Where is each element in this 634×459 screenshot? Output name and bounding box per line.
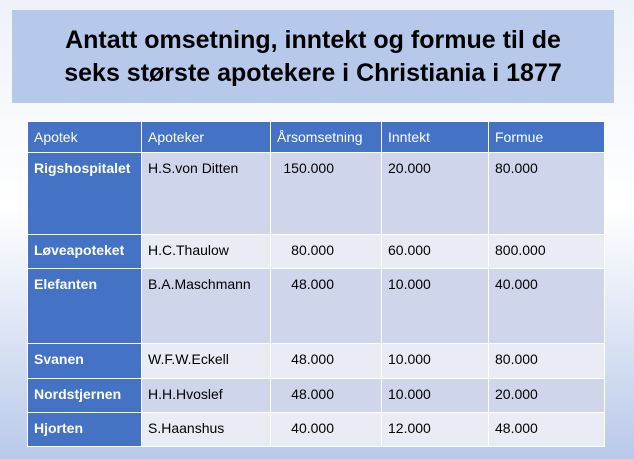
table-cell: 800.000	[488, 234, 605, 269]
table-cell: S.Haanshus	[141, 412, 271, 447]
table-cell: 48.000	[488, 412, 605, 447]
table-row: Elefanten B.A.Maschmann 48.000 10.000 40.000	[27, 268, 605, 344]
table-row: Hjorten S.Haanshus 40.000 12.000 48.000	[27, 412, 605, 447]
table-cell: 10.000	[381, 378, 489, 413]
table-cell: 10.000	[381, 268, 489, 344]
table-cell: 20.000	[381, 152, 489, 235]
header-cell: Årsomsetning	[270, 121, 382, 153]
table-cell: 80.000	[488, 343, 605, 379]
table-cell: H.H.Hvoslef	[141, 378, 271, 413]
row-header-cell: Løveapoteket	[27, 234, 142, 269]
table-cell: 80.000	[270, 234, 382, 269]
row-header-cell: Elefanten	[27, 268, 142, 344]
table-cell: 48.000	[270, 378, 382, 413]
row-header-cell: Svanen	[27, 343, 142, 379]
table-cell: 40.000	[488, 268, 605, 344]
table-cell: 150.000	[270, 152, 382, 235]
header-cell: Inntekt	[381, 121, 489, 153]
title-line: Antatt omsetning, inntekt og formue til …	[65, 25, 561, 54]
row-header-cell: Nordstjernen	[27, 378, 142, 413]
title-box: Antatt omsetning, inntekt og formue til …	[12, 10, 614, 103]
table-cell: H.C.Thaulow	[141, 234, 271, 269]
table-row: Rigshospitalet H.S.von Ditten 150.000 20.00…	[27, 152, 605, 235]
table-cell: 60.000	[381, 234, 489, 269]
title-line: seks største apotekere i Christiania i 1…	[64, 58, 562, 87]
header-row: Apotek Apoteker Årsomsetning Inntekt Formue	[27, 121, 605, 153]
table-row: Svanen W.F.W.Eckell 48.000 10.000 80.000	[27, 343, 605, 379]
table-cell: 40.000	[270, 412, 382, 447]
header-cell: Formue	[488, 121, 605, 153]
row-header-cell: Rigshospitalet	[27, 152, 142, 235]
table-cell: 20.000	[488, 378, 605, 413]
header-cell: Apotek	[27, 121, 142, 153]
table-cell: B.A.Maschmann	[141, 268, 271, 344]
row-header-cell: Hjorten	[27, 412, 142, 447]
table-row: Nordstjernen H.H.Hvoslef 48.000 10.000 20.00…	[27, 378, 605, 413]
table-row: Løveapoteket H.C.Thaulow 80.000 60.000 800.0…	[27, 234, 605, 269]
table-cell: 80.000	[488, 152, 605, 235]
table-cell: 12.000	[381, 412, 489, 447]
header-cell: Apoteker	[141, 121, 271, 153]
table-cell: H.S.von Ditten	[141, 152, 271, 235]
table-cell: W.F.W.Eckell	[141, 343, 271, 379]
table-cell: 10.000	[381, 343, 489, 379]
table-cell: 48.000	[270, 268, 382, 344]
table-cell: 48.000	[270, 343, 382, 379]
table: Apotek Apoteker Årsomsetning Inntekt Formue …	[27, 121, 605, 447]
